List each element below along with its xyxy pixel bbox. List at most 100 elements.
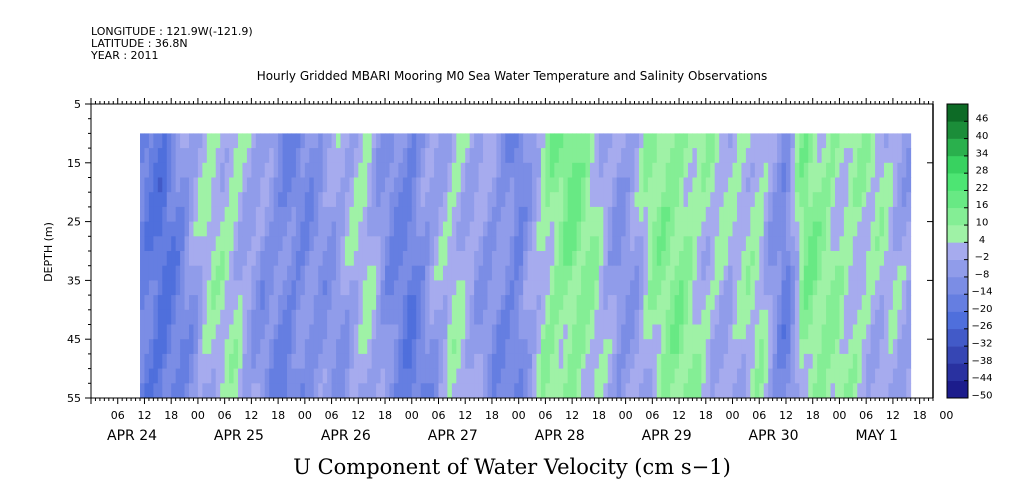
heatmap-cell [416, 133, 422, 149]
heatmap-cell [180, 236, 185, 252]
heatmap-cell [879, 177, 885, 193]
heatmap-cell [674, 339, 680, 355]
heatmap-cell [661, 192, 667, 208]
heatmap-cell [701, 339, 707, 355]
heatmap-cell [643, 368, 649, 384]
heatmap-cell [233, 265, 239, 281]
heatmap-cell [402, 236, 408, 252]
heatmap-cell [166, 236, 172, 252]
heatmap-cell [211, 339, 217, 355]
heatmap-cell [888, 339, 894, 355]
heatmap-cell [554, 192, 560, 208]
heatmap-cell [402, 192, 408, 208]
heatmap-cell [451, 295, 457, 311]
heatmap-cell [808, 324, 814, 340]
heatmap-cell [812, 192, 818, 208]
heatmap-cell [723, 148, 729, 164]
heatmap-cell [251, 339, 257, 355]
heatmap-cell [407, 221, 413, 237]
heatmap-cell [745, 368, 751, 384]
heatmap-cell [785, 295, 791, 311]
heatmap-cell [861, 353, 867, 369]
heatmap-cell [451, 148, 457, 164]
heatmap-cell [558, 206, 564, 222]
heatmap-cell [563, 324, 569, 340]
heatmap-cell [906, 265, 912, 281]
heatmap-cell [732, 221, 738, 237]
heatmap-cell [220, 192, 226, 208]
heatmap-cell [206, 251, 212, 267]
heatmap-cell [447, 192, 453, 208]
x-tick-label: 18 [913, 409, 927, 422]
heatmap-cell [861, 192, 867, 208]
heatmap-cell [696, 353, 702, 369]
heatmap-cell [264, 383, 270, 399]
heatmap-cell [202, 221, 208, 237]
heatmap-cell [692, 339, 698, 355]
heatmap-cell [594, 280, 600, 296]
heatmap-cell [505, 295, 511, 311]
heatmap-cell [768, 206, 774, 222]
heatmap-cell [411, 221, 417, 237]
heatmap-cell [741, 265, 747, 281]
heatmap-cell [540, 221, 546, 237]
heatmap-cell [834, 236, 840, 252]
heatmap-cell [313, 177, 319, 193]
heatmap-cell [763, 339, 769, 355]
heatmap-cell [581, 206, 586, 222]
colorbar-label: −38 [971, 356, 992, 367]
heatmap-cell [353, 162, 359, 178]
heatmap-cell [834, 353, 840, 369]
heatmap-cell [554, 339, 560, 355]
x-tick-label: 12 [886, 409, 900, 422]
heatmap-cell [861, 309, 867, 325]
heatmap-cell [340, 177, 346, 193]
heatmap-cell [848, 324, 854, 340]
heatmap-cell [625, 383, 631, 399]
heatmap-cell [336, 295, 341, 311]
heatmap-cell [826, 148, 831, 164]
heatmap-cell [679, 368, 684, 384]
heatmap-cell [879, 206, 885, 222]
heatmap-cell [750, 295, 756, 311]
heatmap-cell [140, 368, 145, 384]
heatmap-cell [883, 133, 889, 149]
heatmap-cell [812, 221, 818, 237]
heatmap-cell [273, 339, 279, 355]
heatmap-cell [710, 280, 716, 296]
heatmap-cell [777, 383, 782, 399]
heatmap-cell [336, 221, 341, 237]
heatmap-cell [175, 221, 181, 237]
heatmap-cell [572, 368, 577, 384]
heatmap-cell [549, 265, 555, 281]
heatmap-cell [852, 206, 858, 222]
heatmap-cell [803, 339, 809, 355]
heatmap-cell [625, 162, 631, 178]
heatmap-cell [572, 148, 577, 164]
heatmap-cell [692, 162, 698, 178]
heatmap-cell [759, 221, 765, 237]
heatmap-cell [269, 221, 275, 237]
heatmap-cell [362, 177, 368, 193]
heatmap-cell [509, 324, 515, 340]
heatmap-cell [344, 265, 350, 281]
heatmap-cell [304, 162, 310, 178]
heatmap-cell [157, 162, 163, 178]
heatmap-cell [456, 192, 462, 208]
heatmap-cell [300, 236, 306, 252]
heatmap-cell [193, 368, 199, 384]
heatmap-cell [425, 162, 430, 178]
heatmap-cell [478, 148, 484, 164]
heatmap-cell [327, 251, 332, 267]
heatmap-cell [456, 177, 462, 193]
heatmap-cell [603, 221, 609, 237]
heatmap-cell [407, 206, 413, 222]
heatmap-cell [291, 251, 297, 267]
heatmap-cell [638, 368, 644, 384]
heatmap-cell [701, 192, 707, 208]
heatmap-cell [469, 383, 475, 399]
heatmap-cell [451, 251, 457, 267]
heatmap-cell [768, 148, 774, 164]
heatmap-cell [420, 206, 426, 222]
heatmap-cell [469, 148, 475, 164]
